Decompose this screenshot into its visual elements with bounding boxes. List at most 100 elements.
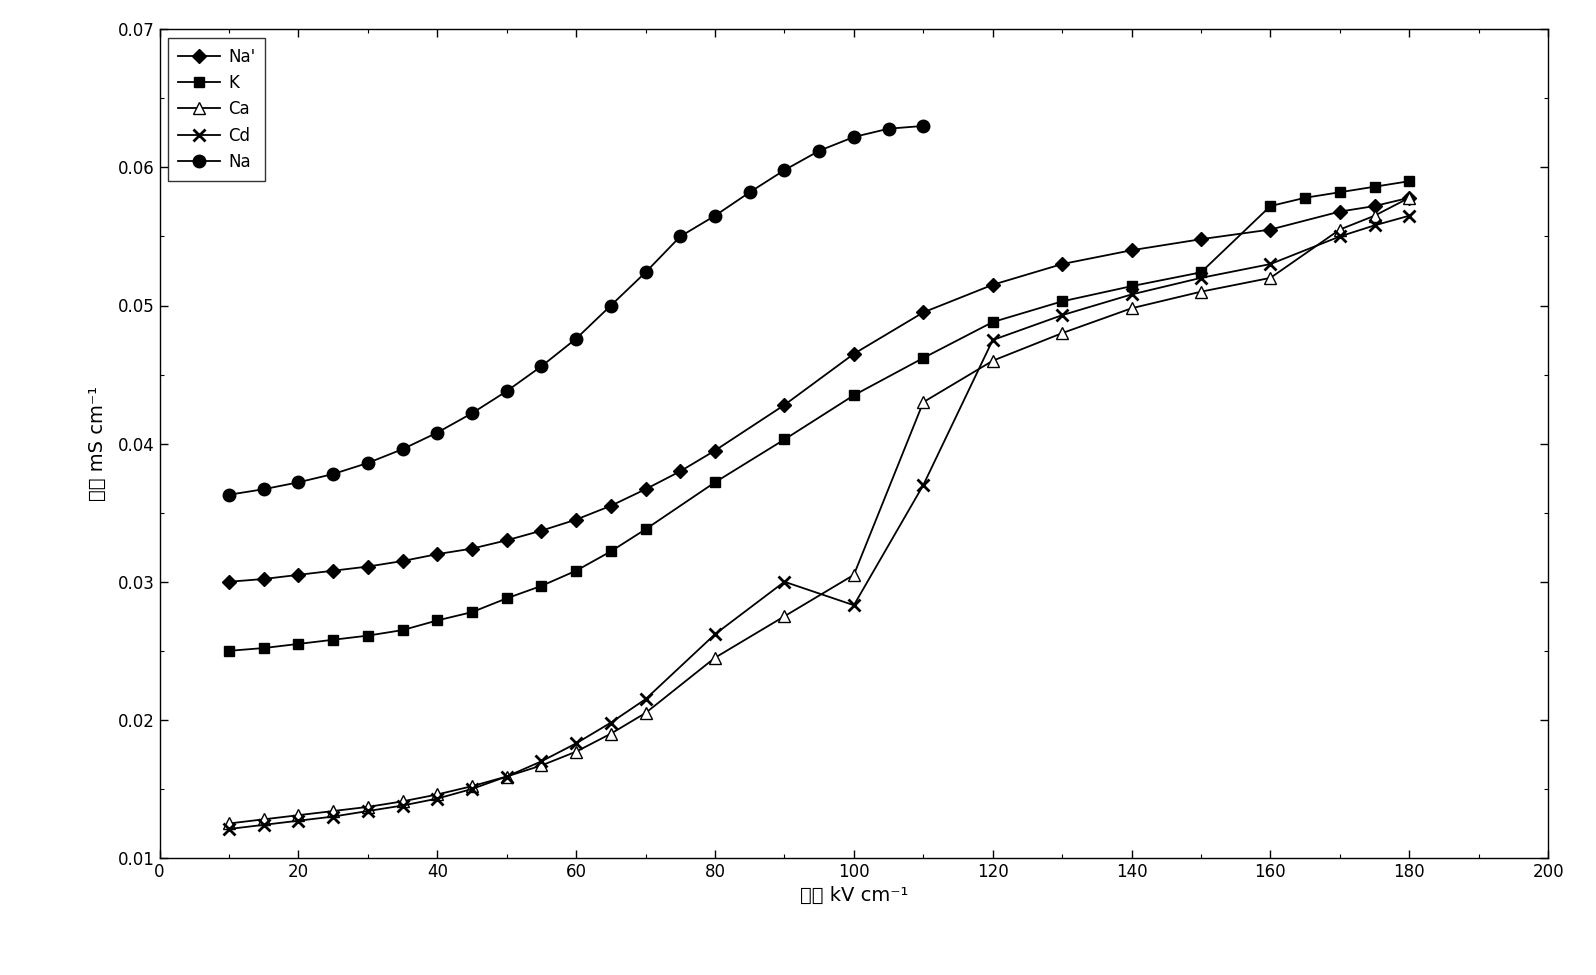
Na	[705, 210, 725, 221]
K	[1191, 266, 1210, 278]
Na	[844, 132, 863, 143]
Na'	[463, 543, 482, 555]
Na'	[498, 534, 517, 546]
Na	[741, 186, 760, 198]
Cd	[1365, 219, 1384, 231]
Ca	[602, 727, 621, 740]
Na	[463, 408, 482, 419]
Ca	[254, 813, 273, 825]
Line: Na': Na'	[223, 193, 1414, 587]
Na	[358, 457, 378, 469]
Na	[635, 266, 654, 278]
Na	[879, 123, 899, 135]
Ca	[289, 809, 308, 821]
Cd	[1052, 309, 1071, 321]
K	[254, 643, 273, 654]
Na	[809, 145, 828, 157]
Cd	[1122, 289, 1141, 300]
Ca	[1400, 192, 1419, 204]
K	[1400, 176, 1419, 187]
Ca	[567, 746, 586, 758]
Line: Cd: Cd	[223, 210, 1416, 836]
Cd	[531, 756, 551, 767]
K	[602, 546, 621, 558]
Cd	[602, 717, 621, 728]
Ca	[1191, 286, 1210, 297]
Line: Na: Na	[223, 120, 929, 501]
Na'	[670, 465, 689, 477]
Ca	[324, 805, 343, 817]
Na'	[844, 348, 863, 360]
K	[219, 645, 239, 657]
Na	[289, 477, 308, 488]
Ca	[1052, 328, 1071, 339]
Na'	[324, 565, 343, 576]
Line: K: K	[223, 176, 1414, 655]
Cd	[498, 770, 517, 782]
K	[913, 352, 932, 364]
Ca	[635, 707, 654, 719]
Na	[219, 488, 239, 500]
Cd	[254, 819, 273, 831]
K	[567, 565, 586, 576]
Ca	[913, 397, 932, 409]
Na	[254, 484, 273, 495]
Ca	[358, 801, 378, 813]
Na'	[428, 548, 447, 560]
Ca	[219, 818, 239, 830]
Cd	[567, 737, 586, 749]
Cd	[844, 600, 863, 611]
Na'	[913, 306, 932, 318]
Na	[324, 468, 343, 480]
K	[983, 316, 1002, 328]
Na'	[1261, 223, 1280, 235]
Cd	[705, 629, 725, 641]
Na'	[531, 525, 551, 536]
Ca	[1365, 210, 1384, 221]
Na'	[983, 279, 1002, 291]
K	[1365, 181, 1384, 193]
Na'	[1365, 200, 1384, 212]
Na'	[219, 576, 239, 588]
Na	[531, 361, 551, 372]
Cd	[983, 334, 1002, 346]
Na	[393, 444, 412, 455]
K	[1296, 192, 1315, 204]
Na'	[358, 561, 378, 572]
Ca	[1122, 302, 1141, 314]
K	[1122, 281, 1141, 292]
Na'	[774, 399, 793, 410]
Cd	[1191, 272, 1210, 284]
Na'	[602, 500, 621, 512]
Ca	[463, 780, 482, 792]
Cd	[463, 783, 482, 795]
Cd	[913, 480, 932, 491]
Cd	[774, 576, 793, 588]
Na'	[393, 555, 412, 566]
Na	[774, 165, 793, 176]
K	[1331, 186, 1350, 198]
Na	[602, 299, 621, 311]
Na'	[567, 514, 586, 526]
Na'	[1122, 245, 1141, 256]
K	[635, 524, 654, 535]
Cd	[289, 815, 308, 827]
K	[774, 434, 793, 446]
K	[393, 624, 412, 636]
X-axis label: 场强 kV cm⁻¹: 场强 kV cm⁻¹	[800, 886, 908, 906]
Na'	[1400, 192, 1419, 204]
Na'	[289, 569, 308, 581]
Na	[567, 332, 586, 344]
K	[705, 477, 725, 488]
K	[324, 634, 343, 645]
Na	[913, 120, 932, 132]
K	[463, 606, 482, 618]
Ca	[705, 652, 725, 664]
Na	[428, 427, 447, 439]
Cd	[358, 805, 378, 817]
Na	[498, 385, 517, 397]
Ca	[1261, 272, 1280, 284]
K	[844, 389, 863, 401]
Na'	[1052, 258, 1071, 270]
Ca	[498, 770, 517, 782]
